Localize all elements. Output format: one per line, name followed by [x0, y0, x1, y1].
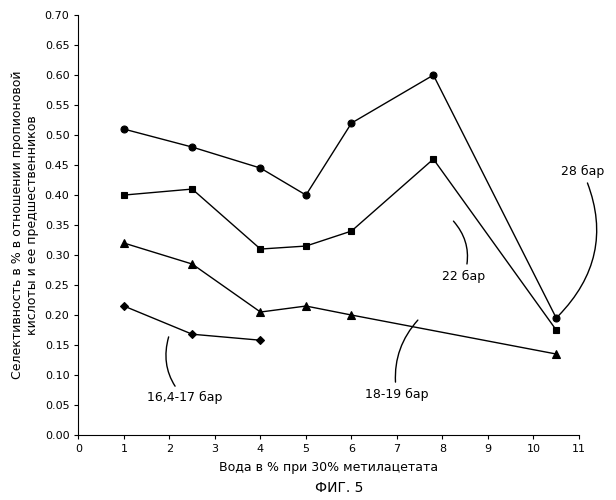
Text: 16,4-17 бар: 16,4-17 бар: [147, 337, 222, 404]
Text: ФИГ. 5: ФИГ. 5: [315, 481, 363, 495]
X-axis label: Вода в % при 30% метилацетата: Вода в % при 30% метилацетата: [219, 461, 439, 474]
Y-axis label: Селективность в % в отношении пропионовой
кислоты и ее предшественников: Селективность в % в отношении пропионово…: [11, 71, 39, 380]
Text: 18-19 бар: 18-19 бар: [365, 320, 429, 400]
Text: 28 бар: 28 бар: [558, 164, 604, 316]
Text: 22 бар: 22 бар: [442, 221, 485, 282]
